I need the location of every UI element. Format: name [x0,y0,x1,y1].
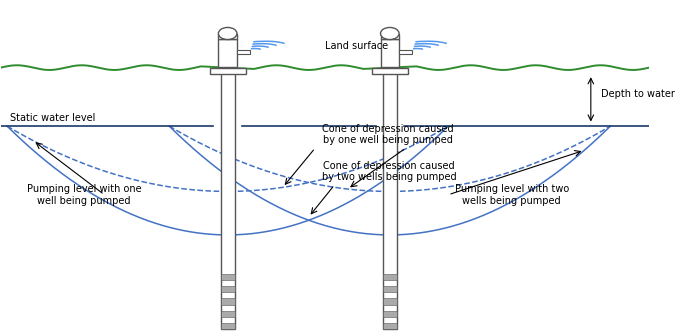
Text: Pumping level with two
wells being pumped: Pumping level with two wells being pumpe… [455,184,569,206]
Ellipse shape [218,28,237,40]
Text: Land surface: Land surface [325,41,388,51]
Bar [237,50,250,54]
Bar [372,68,408,74]
Text: Cone of depression caused
by one well being pumped: Cone of depression caused by one well be… [321,124,453,145]
Bar [220,310,235,317]
Bar [380,39,399,67]
Bar [220,275,235,281]
Bar [382,323,397,329]
Bar [380,35,399,39]
Text: Cone of depression caused
by two wells being pumped: Cone of depression caused by two wells b… [321,161,456,182]
Bar [399,50,412,54]
Text: Pumping level with one
well being pumped: Pumping level with one well being pumped [27,184,142,206]
Bar [218,35,237,39]
Bar [220,298,235,304]
Bar [382,310,397,317]
Ellipse shape [380,28,399,40]
Bar [382,287,397,292]
Bar [220,287,235,292]
Text: Depth to water: Depth to water [601,89,674,98]
Bar [382,66,397,329]
Bar [220,66,235,329]
Text: Static water level: Static water level [10,113,96,123]
Bar [220,323,235,329]
Bar [210,68,246,74]
Bar [382,275,397,281]
Bar [218,39,237,67]
Bar [382,298,397,304]
